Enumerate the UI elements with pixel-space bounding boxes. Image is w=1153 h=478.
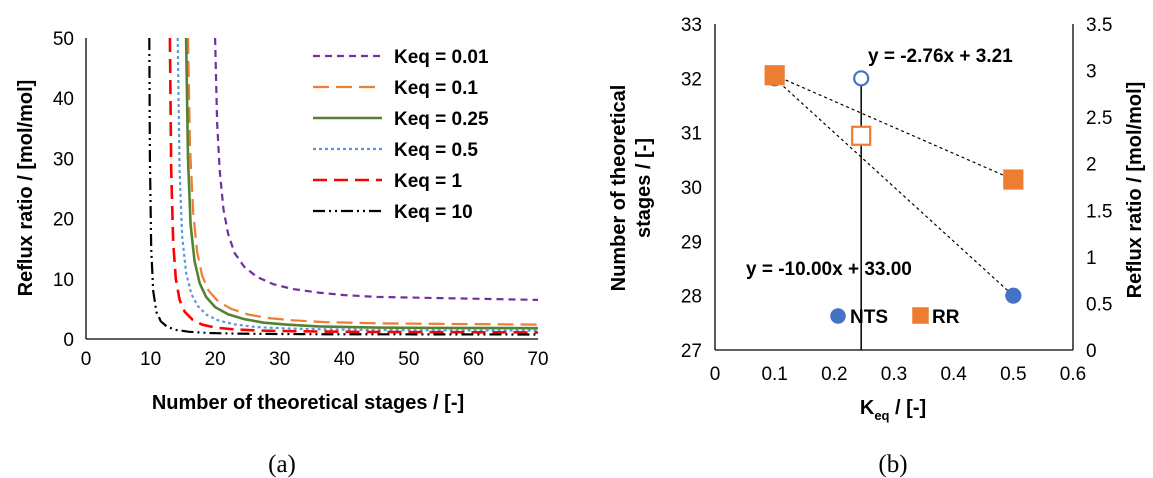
right-tick-label: 1 bbox=[1086, 248, 1097, 269]
legend-label: Keq = 0.1 bbox=[394, 78, 478, 99]
y-tick-label: 40 bbox=[53, 89, 74, 110]
x-tick-label: 0.4 bbox=[940, 364, 967, 385]
trendline bbox=[774, 74, 1014, 181]
x-tick-label: 20 bbox=[205, 349, 226, 370]
series-line bbox=[186, 37, 538, 326]
x-tick-label: 30 bbox=[269, 349, 290, 370]
panel-b-caption: (b) bbox=[878, 451, 907, 478]
series-line bbox=[168, 37, 538, 334]
x-tick-label: 50 bbox=[398, 349, 419, 370]
right-tick-label: 3.5 bbox=[1086, 15, 1112, 36]
panel-b-ylabel-right: Reflux ratio / [mol/mol] bbox=[1124, 82, 1146, 299]
x-tick-label: 0.2 bbox=[821, 364, 847, 385]
legend-nts-label: NTS bbox=[850, 307, 888, 328]
x-tick-label: 0.1 bbox=[761, 364, 787, 385]
legend-label: Keq = 10 bbox=[394, 202, 473, 223]
panel-a-caption: (a) bbox=[268, 451, 296, 478]
x-tick-label: 40 bbox=[334, 349, 355, 370]
left-tick-label: 30 bbox=[681, 178, 702, 199]
y-tick-label: 50 bbox=[53, 29, 74, 50]
x-tick-label: 0.5 bbox=[1000, 364, 1026, 385]
legend-label: Keq = 0.25 bbox=[394, 109, 489, 130]
x-tick-label: 0 bbox=[81, 349, 92, 370]
x-tick-label: 0.3 bbox=[881, 364, 907, 385]
series-line bbox=[148, 37, 538, 336]
panel-a-chart: 0 10 20 30 40 50 60 70 0 10 20 30 40 50 Keq = 0.01 Keq … bbox=[53, 29, 549, 370]
legend-label: Keq = 0.5 bbox=[394, 140, 478, 161]
rr-marker bbox=[1003, 169, 1024, 190]
panel-b-ylabel-left-1: Number of theoretical bbox=[608, 85, 630, 292]
panel-b-chart: 0 0.1 0.2 0.3 0.4 0.5 0.62728293031323300.511.… bbox=[681, 15, 1113, 385]
nts-marker bbox=[1005, 287, 1022, 304]
left-tick-label: 29 bbox=[681, 232, 702, 253]
series-line bbox=[184, 37, 538, 330]
left-tick-label: 31 bbox=[681, 124, 702, 145]
nts-marker bbox=[853, 70, 870, 87]
right-tick-label: 0 bbox=[1086, 341, 1097, 362]
y-tick-label: 30 bbox=[53, 149, 74, 170]
panel-a-xlabel: Number of theoretical stages / [-] bbox=[152, 392, 464, 414]
panel-b-xlabel: Keq / [-] bbox=[860, 397, 926, 423]
x-tick-label: 0 bbox=[710, 364, 721, 385]
x-tick-label: 60 bbox=[463, 349, 484, 370]
x-tick-label: 70 bbox=[527, 349, 548, 370]
left-tick-label: 33 bbox=[681, 15, 702, 36]
rr-marker bbox=[851, 125, 872, 146]
left-tick-label: 27 bbox=[681, 341, 702, 362]
panel-b-ylabel-left-2: stages / [-] bbox=[633, 138, 655, 238]
right-tick-label: 3 bbox=[1086, 62, 1097, 83]
series-line bbox=[176, 37, 538, 332]
x-tick-label: 0.6 bbox=[1060, 364, 1086, 385]
y-tick-label: 20 bbox=[53, 210, 74, 231]
panel-a-ylabel: Reflux ratio / [mol/mol] bbox=[15, 80, 37, 297]
legend-rr-label: RR bbox=[932, 307, 960, 328]
rr-marker bbox=[764, 65, 785, 86]
series-line bbox=[214, 37, 538, 301]
rr-trendline-equation: y = -2.76x + 3.21 bbox=[868, 46, 1013, 67]
x-tick-label: 10 bbox=[140, 349, 161, 370]
legend-label: Keq = 1 bbox=[394, 171, 463, 192]
right-tick-label: 0.5 bbox=[1086, 294, 1112, 315]
nts-trendline-equation: y = -10.00x + 33.00 bbox=[746, 259, 912, 280]
right-tick-label: 1.5 bbox=[1086, 201, 1112, 222]
y-tick-label: 10 bbox=[53, 270, 74, 291]
legend-rr-swatch bbox=[912, 307, 929, 324]
left-tick-label: 32 bbox=[681, 69, 702, 90]
right-tick-label: 2 bbox=[1086, 155, 1097, 176]
right-tick-label: 2.5 bbox=[1086, 108, 1112, 129]
legend-nts-swatch bbox=[830, 308, 846, 324]
y-tick-label: 0 bbox=[63, 330, 74, 351]
legend-label: Keq = 0.01 bbox=[394, 47, 489, 68]
left-tick-label: 28 bbox=[681, 287, 702, 308]
